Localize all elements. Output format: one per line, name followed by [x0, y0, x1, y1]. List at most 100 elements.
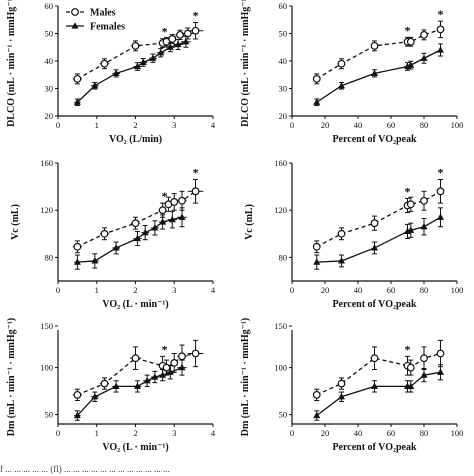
legend-label-males: Males: [90, 8, 116, 19]
significance-star: *: [405, 342, 411, 356]
y-axis-label: Dm (mL · min⁻¹ · mmHg⁻¹): [6, 318, 17, 437]
data-point: [183, 29, 192, 38]
y-tick-label: 50: [279, 410, 288, 420]
series-females: [73, 35, 191, 107]
data-point: [371, 69, 378, 76]
data-point: [133, 62, 141, 70]
series-males: [312, 179, 445, 254]
data-point: [158, 206, 167, 215]
y-tick-label: 150: [40, 321, 53, 331]
x-axis-label: Percent of VO₂peak: [332, 134, 417, 145]
significance-star: *: [162, 25, 168, 39]
data-point: [91, 81, 99, 89]
data-point: [73, 98, 81, 105]
panel-F: 0 20 40 60 80 100 50 100 150 Percent of VO₂peak Dm…: [240, 318, 463, 453]
y-tick-label: 60: [45, 1, 54, 11]
data-point: [168, 215, 176, 223]
data-point: [312, 74, 321, 83]
data-point: [91, 392, 99, 400]
data-point: [338, 81, 345, 89]
legend-label-females: Females: [90, 22, 125, 33]
series-females: [313, 207, 444, 270]
data-point: [371, 244, 378, 251]
data-point: [112, 69, 120, 76]
data-point: [406, 363, 415, 372]
x-tick-label: 4: [211, 120, 216, 130]
data-point: [182, 37, 190, 45]
significance-star: *: [438, 166, 444, 180]
legend-marker-males: [71, 8, 79, 16]
y-tick-label: 20: [45, 111, 54, 121]
data-point: [100, 229, 109, 238]
data-point: [370, 219, 379, 228]
x-tick-label: 40: [354, 285, 363, 295]
x-tick-label: 20: [321, 285, 330, 295]
significance-star: *: [405, 23, 411, 37]
y-tick-label: 30: [279, 84, 288, 94]
data-point: [420, 54, 428, 61]
series-males: [72, 22, 204, 85]
legend: Males Females: [66, 8, 125, 33]
panel-A: 0 1 2 3 4 20 30 40 50 60 VO₂ (L/min) DLCO (mL · min…: [6, 0, 216, 145]
series-males: [312, 20, 445, 85]
x-tick-label: 3: [172, 428, 176, 438]
x-tick-label: 60: [387, 285, 396, 295]
data-point: [91, 257, 99, 264]
y-tick-label: 30: [45, 84, 54, 94]
x-tick-label: 80: [420, 285, 429, 295]
data-point: [133, 382, 141, 389]
data-point: [312, 242, 321, 251]
data-point: [151, 373, 159, 380]
data-point: [170, 359, 179, 367]
data-point: [73, 242, 82, 251]
data-point: [112, 382, 120, 389]
y-tick-label: 50: [279, 29, 288, 39]
data-point: [141, 228, 149, 236]
significance-star: *: [162, 342, 168, 356]
y-tick-label: 120: [40, 205, 53, 215]
series-males: [72, 339, 204, 401]
x-tick-label: 0: [290, 285, 294, 295]
x-tick-label: 1: [95, 120, 99, 130]
significance-star: *: [162, 189, 168, 203]
x-tick-label: 1: [95, 428, 99, 438]
y-tick-label: 60: [279, 1, 288, 11]
series-line: [316, 216, 441, 263]
data-point: [139, 58, 147, 65]
data-point: [178, 363, 186, 371]
x-tick-label: 2: [133, 285, 137, 295]
panel-E: 0 1 2 3 4 50 100 150 VO₂ (L · min⁻¹) Dm (mL · min…: [6, 318, 216, 453]
y-tick-label: 100: [40, 363, 53, 373]
series-line: [316, 49, 441, 103]
y-axis-label: Dm (mL · min⁻¹ · mmHg⁻¹): [240, 318, 251, 437]
x-tick-label: 0: [290, 120, 294, 130]
x-tick-label: 1: [95, 285, 99, 295]
data-point: [73, 390, 82, 399]
y-axis-label: DLCO (mL · min⁻¹ · mmHg⁻¹): [240, 0, 251, 127]
figure-caption: f ... ... ... ... ... (fl) ... ... ... .…: [0, 464, 170, 474]
x-tick-label: 100: [451, 428, 464, 438]
y-tick-label: 120: [274, 205, 287, 215]
series-females: [73, 207, 187, 270]
data-point: [133, 234, 141, 242]
data-point: [178, 196, 186, 205]
data-point: [437, 46, 444, 53]
data-point: [191, 349, 200, 358]
series-line: [316, 371, 441, 417]
series-females: [313, 43, 444, 107]
y-tick-label: 40: [279, 56, 288, 66]
x-axis-label: VO₂ (L · min⁻¹): [102, 299, 168, 310]
x-tick-label: 4: [211, 285, 216, 295]
x-tick-label: 80: [420, 428, 429, 438]
series-males: [72, 179, 204, 254]
data-point: [73, 74, 82, 83]
data-point: [168, 35, 177, 43]
y-tick-label: 80: [279, 252, 288, 262]
data-point: [131, 219, 140, 228]
data-point: [178, 352, 186, 361]
x-tick-label: 100: [451, 285, 464, 295]
data-point: [73, 411, 81, 419]
data-point: [159, 371, 167, 378]
y-tick-label: 150: [274, 321, 287, 331]
